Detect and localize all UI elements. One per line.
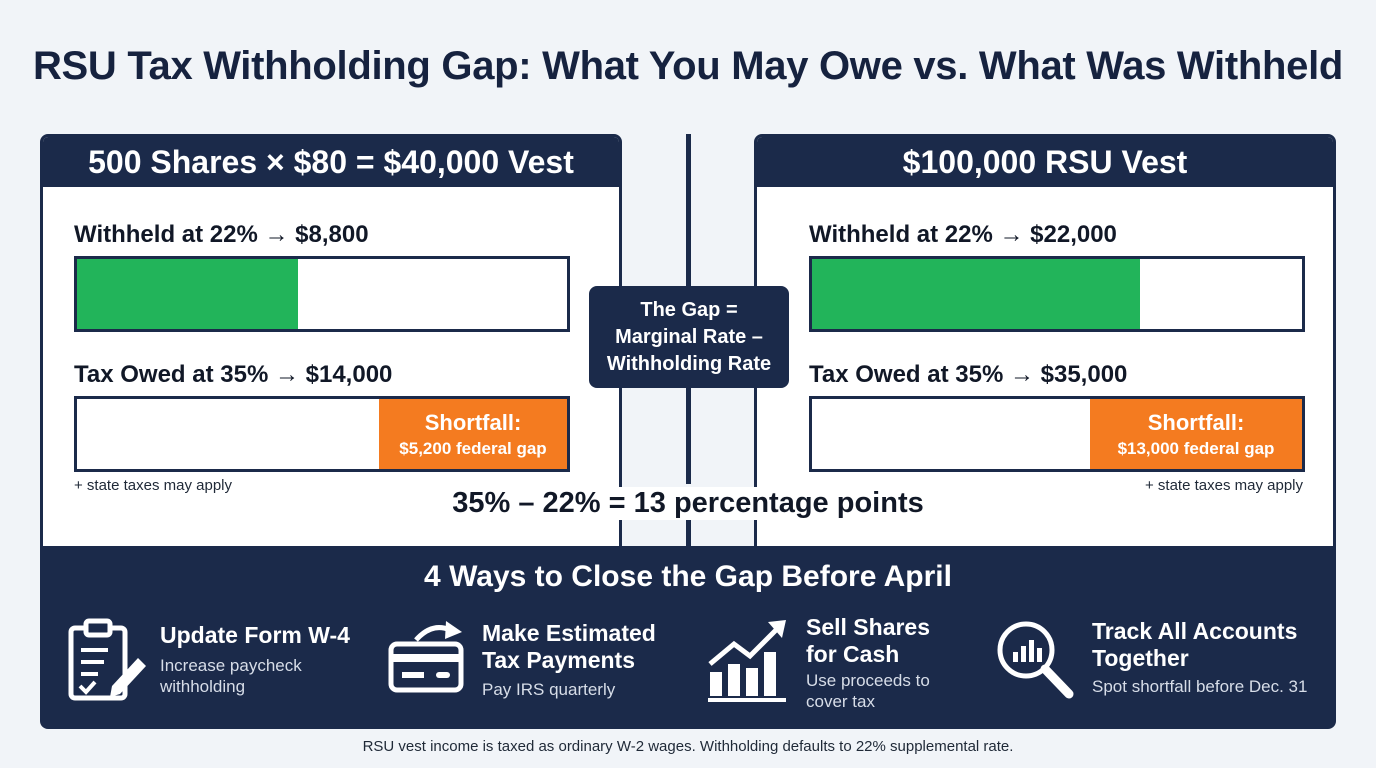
right-shortfall-title: Shortfall: xyxy=(1147,409,1245,435)
footer-note: RSU vest income is taxed as ordinary W-2… xyxy=(362,738,1014,755)
growth-chart-icon xyxy=(708,620,786,702)
gap-formula: 35% – 22% = 13 percentage points xyxy=(438,487,938,520)
way-subtitle: Pay IRS quarterly xyxy=(482,680,616,699)
gap-definition-box: The Gap = Marginal Rate – Withholding Ra… xyxy=(589,286,789,388)
right-withheld-fill xyxy=(812,259,1141,329)
right-owed-bar: Shortfall: $13,000 federal gap xyxy=(809,396,1305,472)
way-title: Make Estimated Tax Payments xyxy=(482,620,656,673)
left-withheld-bar xyxy=(74,256,570,332)
left-panel-header: 500 Shares × $80 = $40,000 Vest xyxy=(43,137,619,187)
left-state-note: + state taxes may apply xyxy=(74,477,232,494)
left-owed-label: Tax Owed at 35% → $14,000 xyxy=(74,361,393,388)
gap-line-3: Withholding Rate xyxy=(606,352,772,375)
right-withheld-label: Withheld at 22% → $22,000 xyxy=(809,221,1117,248)
left-withheld-label: Withheld at 22% → $8,800 xyxy=(74,221,369,248)
center-divider-lower xyxy=(686,520,691,550)
right-shortfall-detail: $13,000 federal gap xyxy=(1117,438,1275,458)
left-scenario-panel: 500 Shares × $80 = $40,000 Vest Withheld… xyxy=(40,134,622,594)
way-subtitle: Use proceeds to cover tax xyxy=(806,671,930,711)
ways-title: 4 Ways to Close the Gap Before April xyxy=(424,560,952,593)
credit-card-arrow-icon xyxy=(388,621,464,693)
gap-line-1: The Gap = xyxy=(640,298,738,321)
right-panel-header: $100,000 RSU Vest xyxy=(757,137,1333,187)
way-title: Sell Shares for Cash xyxy=(806,614,931,667)
magnifier-chart-icon xyxy=(997,621,1074,699)
left-shortfall-detail: $5,200 federal gap xyxy=(399,438,547,458)
page-title: RSU Tax Withholding Gap: What You May Ow… xyxy=(32,44,1344,88)
clipboard-pencil-icon xyxy=(68,618,146,701)
right-state-note: + state taxes may apply xyxy=(1145,477,1303,494)
ways-section: 4 Ways to Close the Gap Before April Upd… xyxy=(40,546,1336,729)
gap-line-2: Marginal Rate – xyxy=(615,325,763,348)
way-subtitle: Spot shortfall before Dec. 31 xyxy=(1092,677,1308,696)
way-title: Track All Accounts Together xyxy=(1092,618,1298,671)
left-shortfall-title: Shortfall: xyxy=(424,409,522,435)
left-owed-bar: Shortfall: $5,200 federal gap xyxy=(74,396,570,472)
right-shortfall-block: Shortfall: $13,000 federal gap xyxy=(1090,399,1302,469)
left-shortfall-block: Shortfall: $5,200 federal gap xyxy=(379,399,567,469)
right-owed-label: Tax Owed at 35% → $35,000 xyxy=(809,361,1128,388)
way-title: Update Form W-4 xyxy=(160,622,350,648)
right-withheld-bar xyxy=(809,256,1305,332)
right-scenario-panel: $100,000 RSU Vest Withheld at 22% → $22,… xyxy=(754,134,1336,594)
way-subtitle: Increase paycheck withholding xyxy=(160,656,302,696)
left-withheld-fill xyxy=(77,259,298,329)
